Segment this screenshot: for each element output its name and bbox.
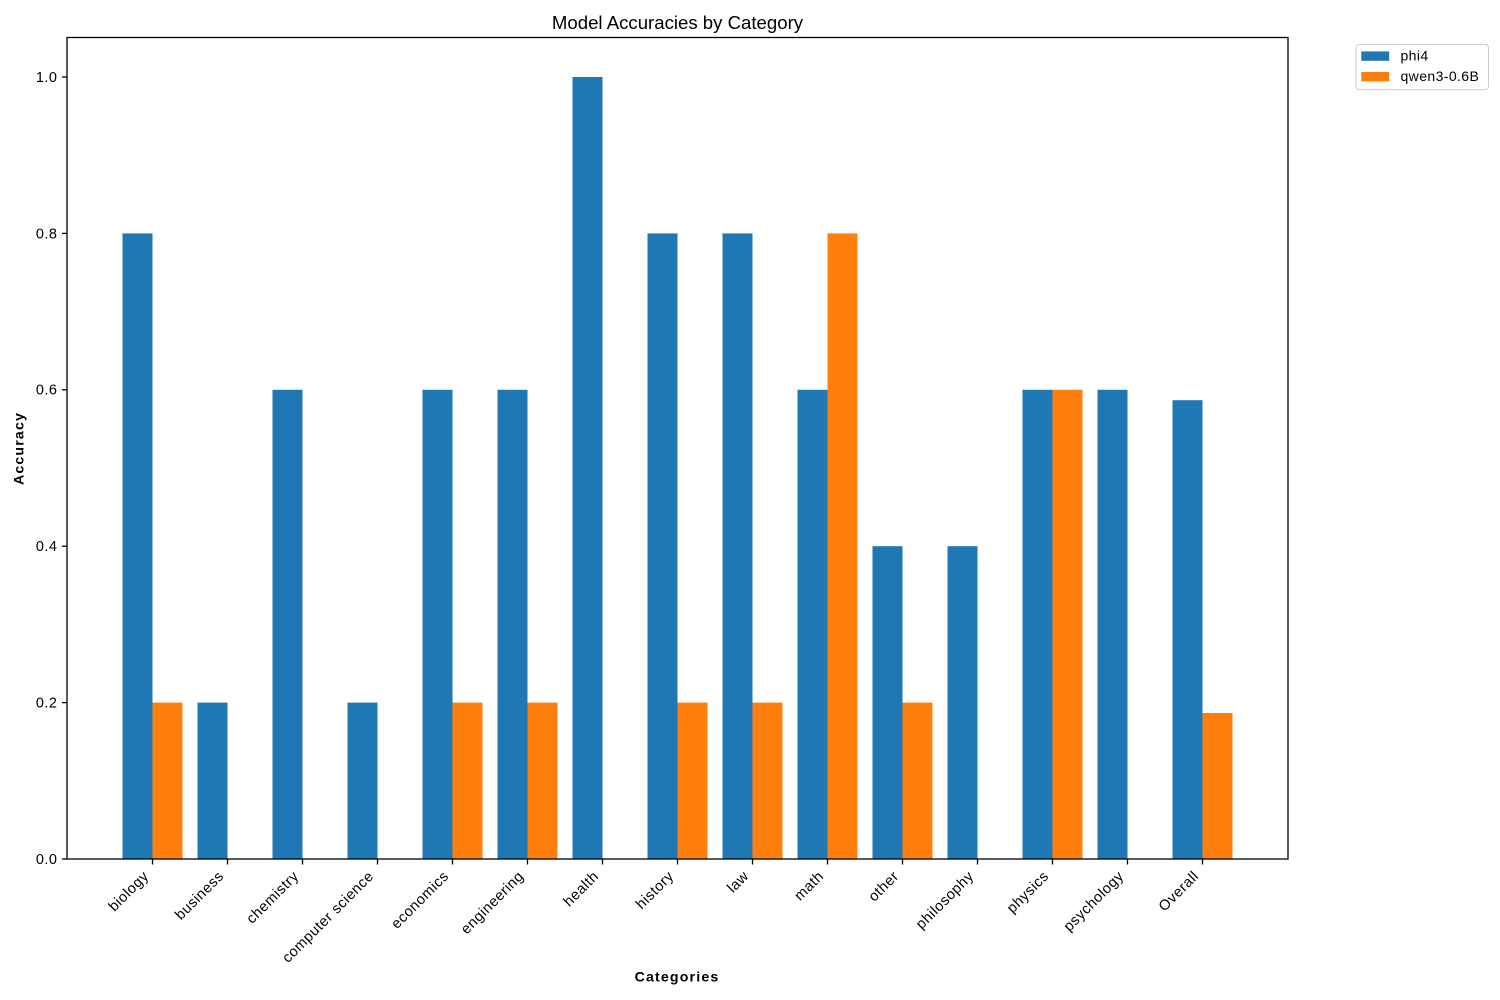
svg-text:0.4: 0.4 bbox=[36, 539, 58, 555]
svg-text:0.6: 0.6 bbox=[36, 383, 58, 399]
svg-text:Categories: Categories bbox=[635, 970, 720, 986]
svg-text:phi4: phi4 bbox=[1401, 47, 1429, 63]
svg-text:Accuracy: Accuracy bbox=[12, 412, 28, 485]
svg-text:Model Accuracies by Category: Model Accuracies by Category bbox=[552, 12, 804, 33]
svg-text:0.8: 0.8 bbox=[36, 226, 58, 242]
svg-text:0.0: 0.0 bbox=[36, 852, 58, 868]
svg-text:1.0: 1.0 bbox=[36, 70, 58, 86]
svg-text:0.2: 0.2 bbox=[36, 696, 58, 712]
svg-text:qwen3-0.6B: qwen3-0.6B bbox=[1401, 68, 1480, 84]
